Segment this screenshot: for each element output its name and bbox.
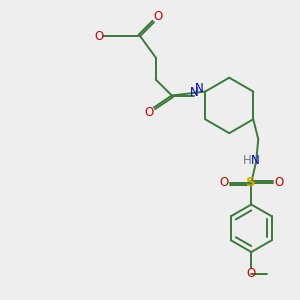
Text: O: O (144, 106, 154, 119)
Text: N: N (195, 82, 204, 95)
Text: O: O (247, 267, 256, 280)
Text: N: N (251, 154, 260, 167)
Text: O: O (274, 176, 284, 189)
Text: O: O (95, 30, 104, 43)
Text: N: N (190, 86, 199, 99)
Text: S: S (247, 176, 256, 189)
Text: H: H (243, 154, 252, 167)
Text: O: O (153, 10, 163, 23)
Text: O: O (219, 176, 228, 189)
